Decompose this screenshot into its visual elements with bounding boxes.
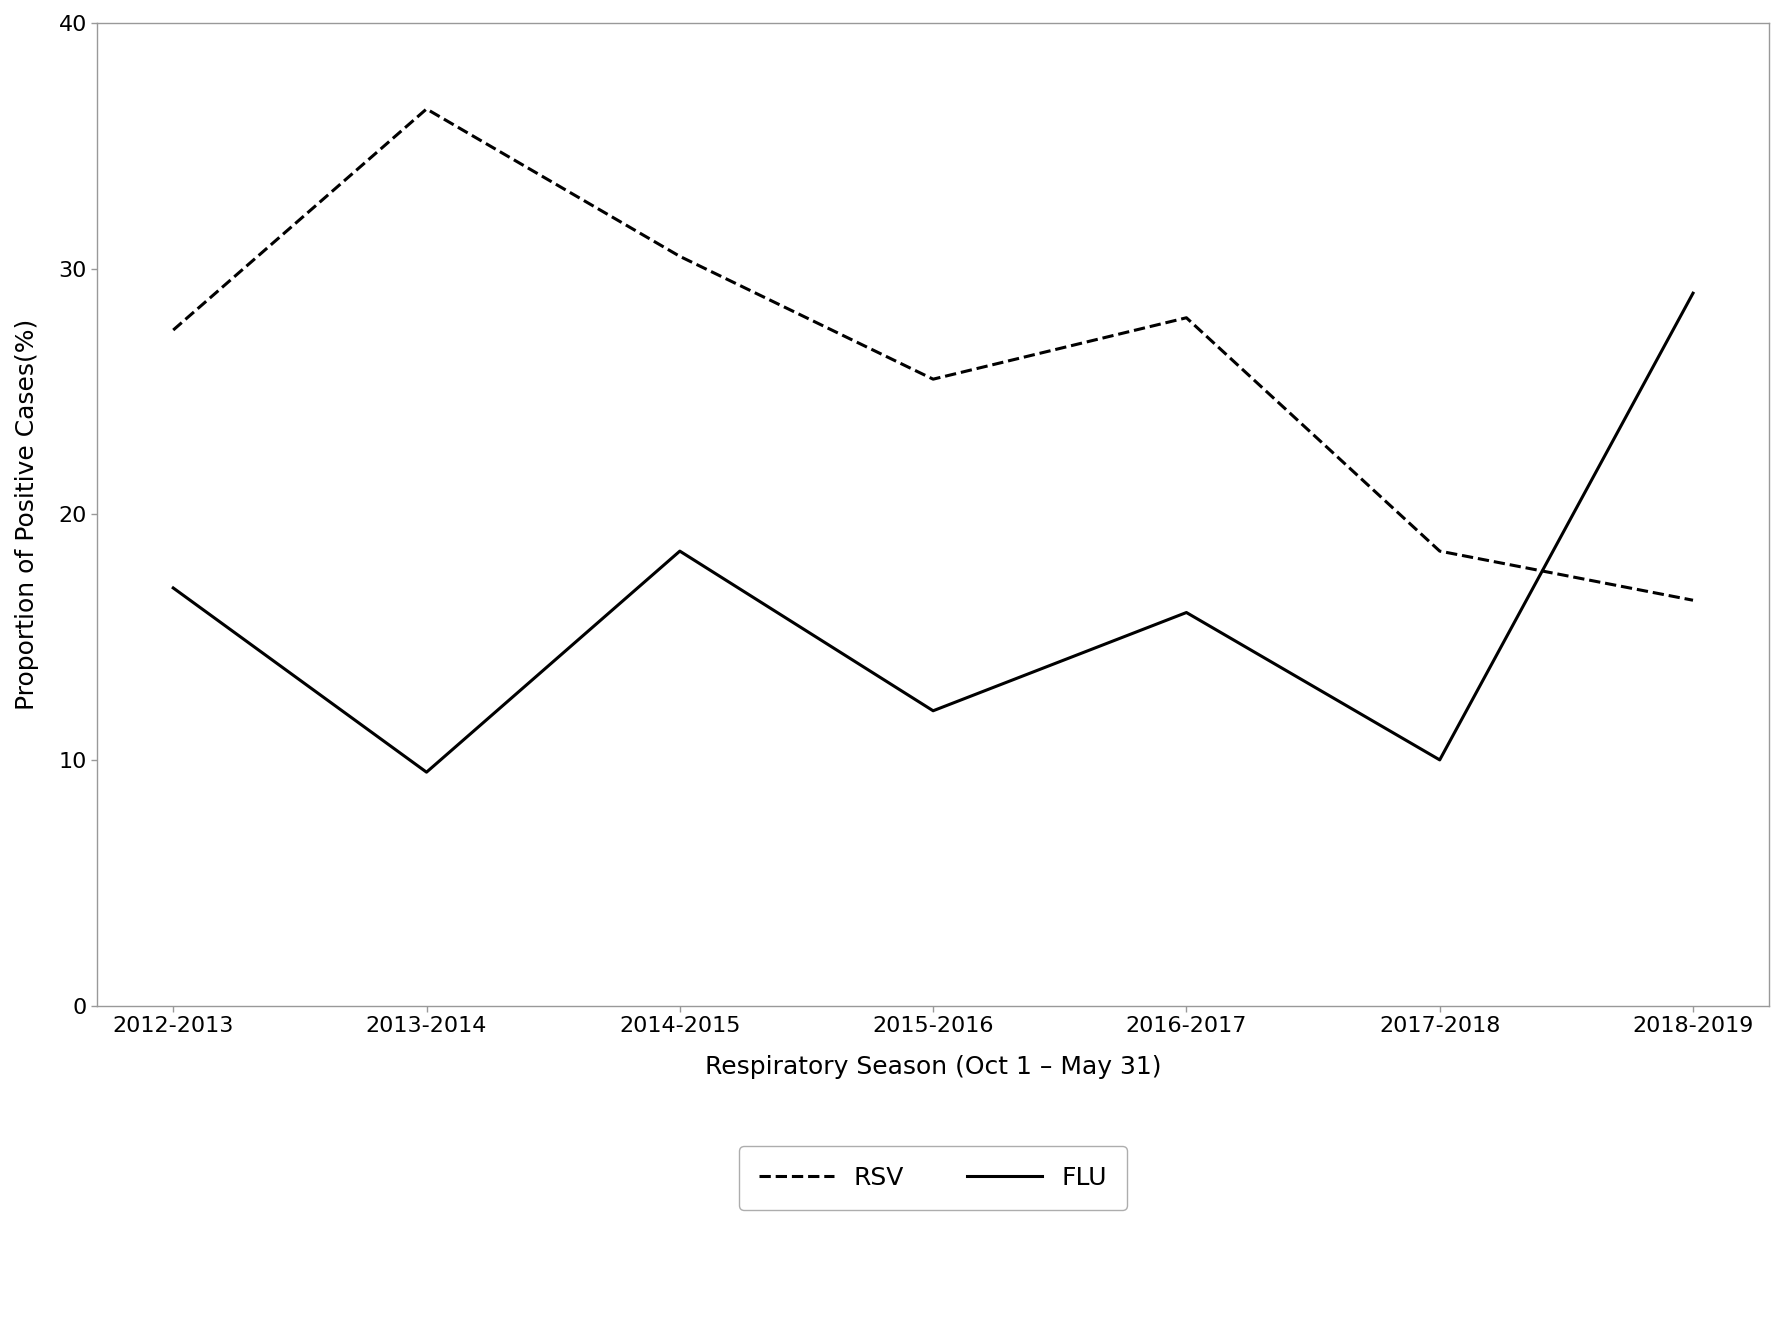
Y-axis label: Proportion of Positive Cases(%): Proportion of Positive Cases(%) (14, 318, 39, 710)
Legend: RSV, FLU: RSV, FLU (739, 1145, 1127, 1210)
X-axis label: Respiratory Season (Oct 1 – May 31): Respiratory Season (Oct 1 – May 31) (705, 1056, 1161, 1080)
